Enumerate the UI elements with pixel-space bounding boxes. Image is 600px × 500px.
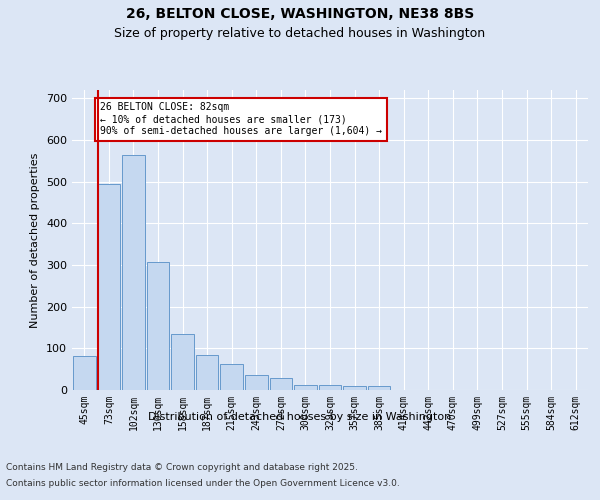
Bar [294, 385, 317, 390]
Bar [171, 334, 194, 390]
Text: Contains public sector information licensed under the Open Government Licence v3: Contains public sector information licen… [6, 479, 400, 488]
Bar [122, 154, 145, 390]
Bar [146, 262, 169, 390]
Bar [220, 364, 243, 390]
Bar [368, 386, 391, 390]
Bar [73, 356, 95, 390]
Text: 26 BELTON CLOSE: 82sqm
← 10% of detached houses are smaller (173)
90% of semi-de: 26 BELTON CLOSE: 82sqm ← 10% of detached… [100, 102, 382, 136]
Text: Contains HM Land Registry data © Crown copyright and database right 2025.: Contains HM Land Registry data © Crown c… [6, 462, 358, 471]
Text: Size of property relative to detached houses in Washington: Size of property relative to detached ho… [115, 28, 485, 40]
Bar [245, 376, 268, 390]
Bar [269, 378, 292, 390]
Bar [319, 385, 341, 390]
Bar [98, 184, 120, 390]
Text: Distribution of detached houses by size in Washington: Distribution of detached houses by size … [148, 412, 452, 422]
Y-axis label: Number of detached properties: Number of detached properties [31, 152, 40, 328]
Bar [343, 386, 366, 390]
Text: 26, BELTON CLOSE, WASHINGTON, NE38 8BS: 26, BELTON CLOSE, WASHINGTON, NE38 8BS [126, 8, 474, 22]
Bar [196, 354, 218, 390]
